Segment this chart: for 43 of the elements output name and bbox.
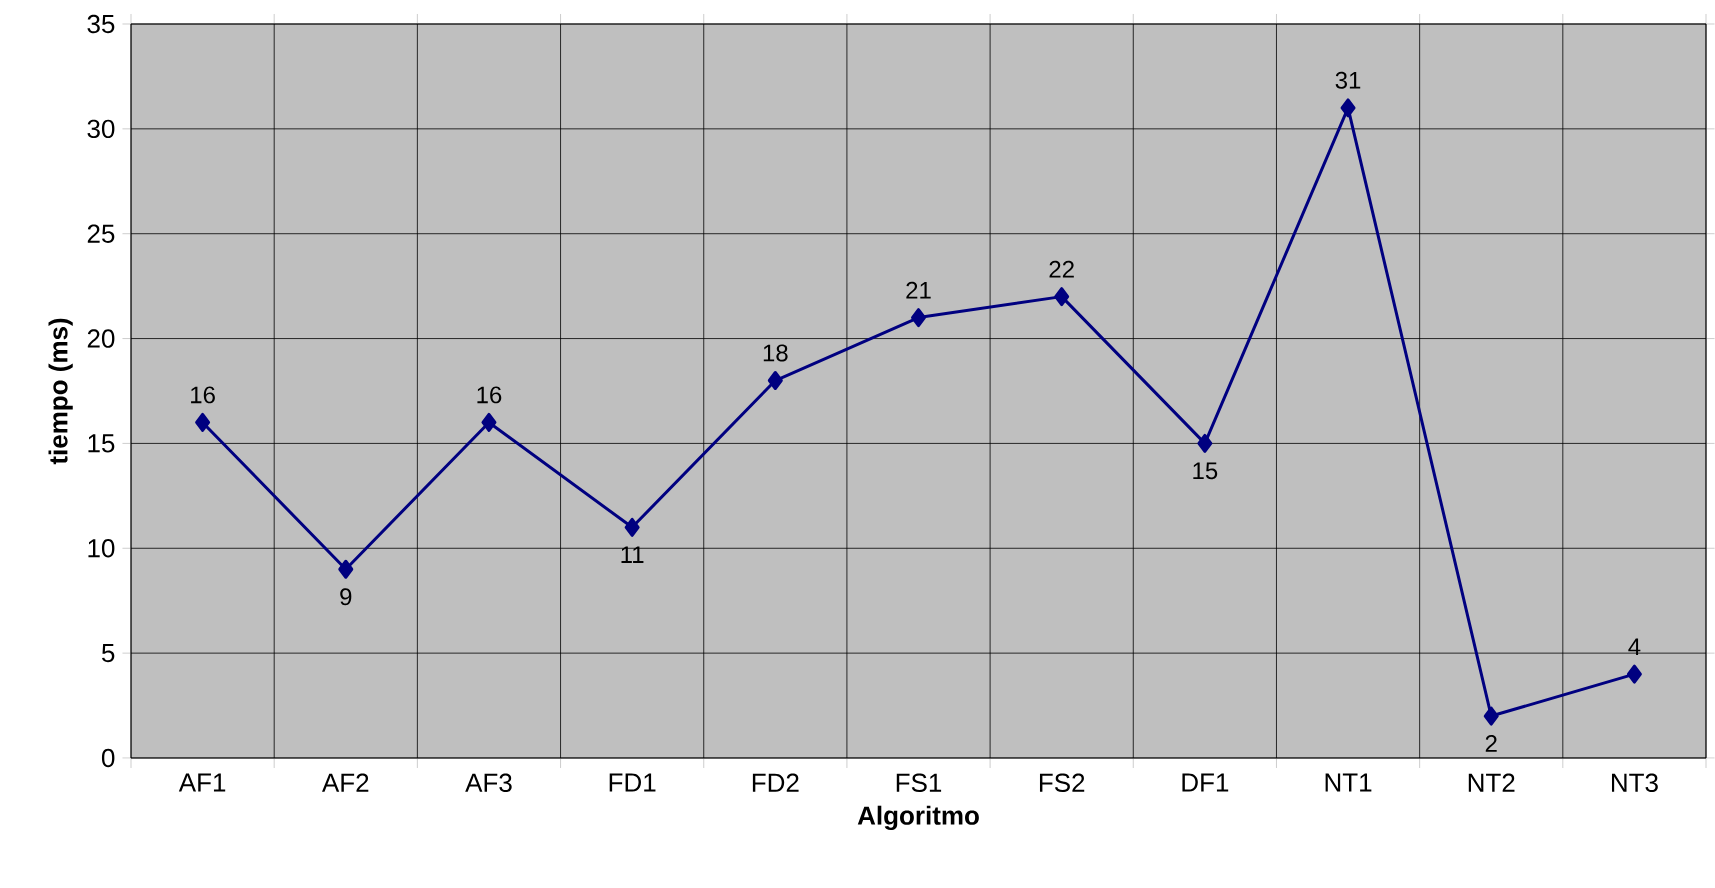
x-axis-title: Algoritmo (857, 805, 979, 831)
data-label: 4 (1628, 638, 1641, 656)
x-tick-label: AF1 (178, 773, 226, 792)
y-tick-label: 20 (87, 329, 115, 348)
y-tick-label: 15 (88, 434, 115, 453)
data-label: 31 (1335, 71, 1361, 89)
x-tick-label: NT1 (1325, 773, 1372, 792)
x-tick-label: AF3 (465, 773, 512, 792)
data-label: 22 (1049, 260, 1074, 278)
point (1340, 98, 1356, 118)
point (338, 559, 354, 579)
y-tick-label: 30 (87, 119, 115, 139)
data-label: 9 (340, 588, 352, 606)
x-tick-label: FS2 (1039, 773, 1085, 792)
point (767, 371, 783, 390)
x-tick-label: AF2 (322, 773, 369, 792)
point (911, 308, 926, 328)
data-label: 11 (621, 546, 644, 563)
point (195, 412, 211, 432)
data-label: 15 (1193, 462, 1218, 480)
x-tick-label: NT2 (1468, 773, 1515, 792)
y-axis-title: tiempo (ms) (48, 318, 73, 465)
data-label: 2 (1485, 735, 1497, 752)
x-tick-label: FS1 (896, 773, 942, 792)
y-tick-label: 10 (88, 539, 115, 558)
data-label: 16 (191, 386, 215, 404)
point (1626, 664, 1642, 684)
point (1054, 287, 1070, 307)
point (1197, 433, 1213, 453)
y-tick-label: 35 (87, 14, 115, 34)
data-label: 16 (477, 386, 502, 404)
data-label: 18 (763, 344, 788, 362)
x-tick-label: FD1 (609, 773, 656, 792)
data-label: 21 (906, 281, 931, 299)
point (624, 517, 640, 537)
y-tick-label: 5 (101, 644, 115, 663)
x-tick-label: FD2 (752, 773, 799, 792)
x-tick-label: NT3 (1611, 773, 1658, 792)
x-tick-label: DF1 (1182, 773, 1229, 792)
point (1483, 706, 1499, 726)
y-tick-label: 25 (87, 224, 115, 243)
y-tick-label: 0 (101, 748, 115, 768)
point (481, 412, 497, 432)
